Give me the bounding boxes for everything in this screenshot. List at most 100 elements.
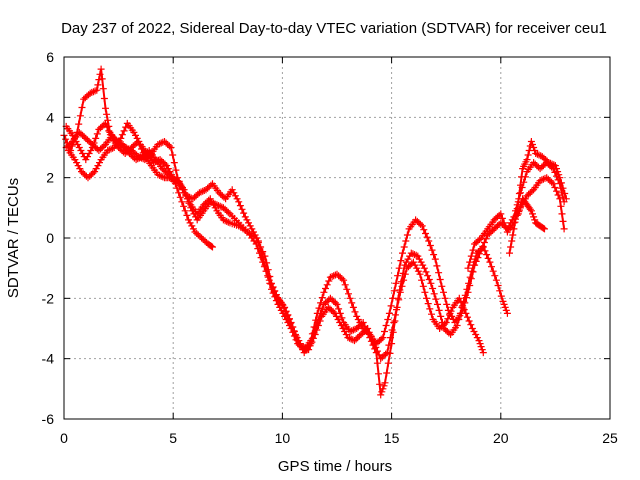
data-point-fill — [439, 288, 448, 297]
data-point-fill — [497, 292, 506, 301]
series-track-7 — [514, 194, 549, 233]
data-point-fill — [318, 293, 327, 302]
data-point-fill — [523, 150, 533, 160]
data-point-fill — [168, 150, 177, 160]
data-point-fill — [106, 144, 116, 154]
grid — [64, 57, 610, 419]
data-point-fill — [239, 209, 248, 218]
data-point-fill — [426, 241, 435, 250]
y-tick-label: 4 — [46, 109, 54, 125]
data-point-fill — [395, 264, 404, 273]
x-tick-label: 20 — [493, 430, 509, 446]
data-point-fill — [423, 271, 432, 280]
data-point-fill — [118, 130, 127, 139]
data-point-fill — [484, 254, 493, 263]
data-point — [559, 224, 569, 233]
data-point-fill — [391, 310, 400, 319]
data-point-fill — [119, 126, 129, 135]
data-point — [426, 279, 435, 288]
data-point-fill — [495, 286, 504, 295]
data-point-fill — [74, 119, 83, 129]
data-point-fill — [442, 300, 451, 309]
series-track-3 — [64, 119, 569, 354]
data-point-fill — [182, 211, 191, 220]
data-point — [376, 390, 385, 399]
data-point-fill — [349, 303, 358, 312]
x-tick-label: 10 — [275, 430, 291, 446]
data-point-fill — [434, 268, 443, 277]
chart-title: Day 237 of 2022, Sidereal Day-to-day VTE… — [61, 20, 607, 37]
x-tick-label: 15 — [384, 430, 400, 446]
data-point-fill — [423, 233, 432, 242]
data-point-fill — [382, 321, 391, 330]
series-trace — [65, 121, 509, 396]
data-point — [385, 309, 394, 318]
data-point-fill — [237, 205, 247, 214]
x-tick-label: 25 — [602, 430, 618, 446]
y-tick-label: -6 — [42, 411, 55, 427]
y-tick-label: 6 — [46, 49, 54, 65]
data-point — [319, 288, 328, 297]
data-point-fill — [384, 359, 393, 368]
data-point-fill — [236, 201, 245, 210]
data-point-fill — [344, 289, 353, 298]
data-point — [391, 279, 401, 288]
data-point-fill — [435, 306, 444, 315]
data-point-fill — [342, 285, 351, 294]
data-point-fill — [388, 294, 397, 303]
y-tick-label: 2 — [46, 170, 54, 186]
data-point — [431, 255, 440, 264]
data-point-fill — [91, 134, 100, 143]
data-point-fill — [428, 284, 437, 293]
y-tick-label: 0 — [46, 230, 54, 246]
data-point-fill — [102, 110, 111, 119]
data-point-fill — [424, 299, 433, 308]
data-point — [389, 318, 398, 327]
data-point-fill — [396, 256, 405, 265]
data-point-fill — [419, 225, 428, 234]
data-point-fill — [387, 301, 396, 310]
data-point-fill — [383, 315, 392, 324]
data-point-fill — [380, 327, 389, 336]
y-axis-label: SDTVAR / TECUs — [5, 178, 22, 298]
data-point-fill — [489, 267, 498, 276]
data-point — [437, 282, 446, 291]
y-tick-label: -4 — [42, 351, 55, 367]
data-point-fill — [490, 271, 499, 280]
data-point-fill — [427, 246, 437, 255]
x-tick-label: 5 — [169, 430, 177, 446]
data-point-fill — [373, 359, 382, 368]
x-axis-label: GPS time / hours — [278, 458, 392, 475]
data-point-fill — [321, 284, 330, 293]
data-point-fill — [99, 84, 108, 93]
data-point — [492, 276, 501, 285]
data-point-fill — [463, 313, 472, 322]
data-point-fill — [427, 310, 436, 319]
data-point-fill — [100, 94, 109, 103]
data-point-fill — [431, 295, 440, 304]
data-point — [398, 249, 407, 258]
data-point-fill — [394, 295, 403, 304]
data-point-fill — [382, 368, 391, 378]
data-point-fill — [410, 250, 419, 259]
data-point-fill — [466, 320, 475, 329]
data-point-fill — [61, 135, 70, 144]
data-point-fill — [482, 234, 491, 243]
data-layer — [59, 64, 571, 399]
data-point-fill — [419, 282, 428, 291]
data-point-fill — [465, 316, 474, 326]
data-point-fill — [324, 276, 333, 286]
data-point-fill — [550, 183, 560, 192]
data-point-fill — [436, 312, 445, 321]
data-point-fill — [400, 242, 409, 252]
data-point-fill — [93, 80, 103, 90]
data-point-fill — [417, 276, 426, 285]
data-point-fill — [374, 369, 383, 378]
data-point-fill — [430, 289, 439, 298]
data-point-fill — [401, 236, 410, 246]
axis-ticks: 0 5 10 15 20 25 -6 -4 -2 0 2 4 6 — [42, 49, 618, 446]
data-point-fill — [403, 230, 412, 240]
data-point — [485, 258, 494, 267]
data-point-fill — [323, 280, 332, 289]
